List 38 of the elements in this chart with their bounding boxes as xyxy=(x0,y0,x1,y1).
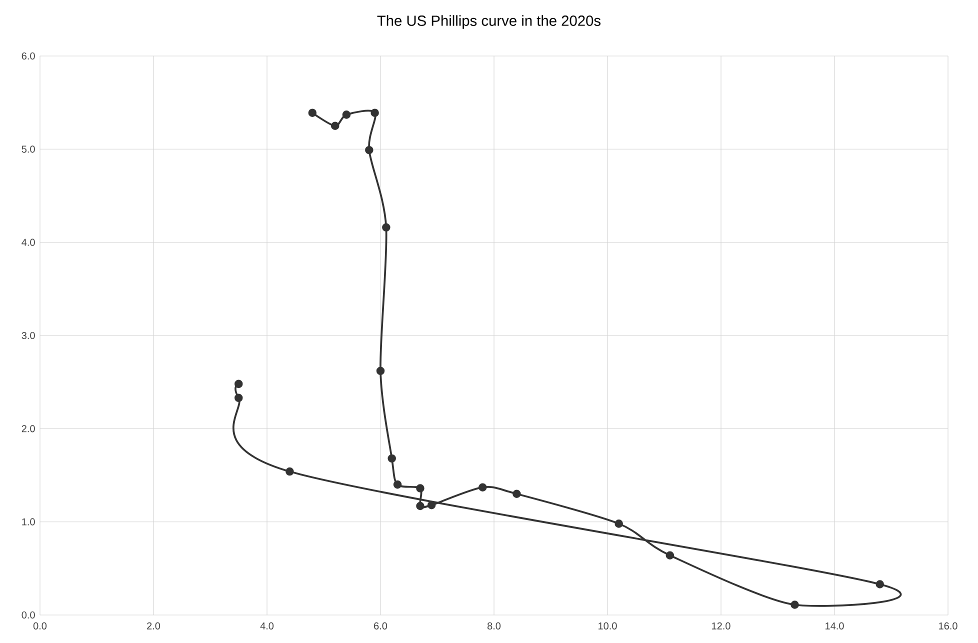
y-tick-label: 1.0 xyxy=(22,518,35,526)
point xyxy=(790,600,799,609)
point xyxy=(365,146,374,154)
point xyxy=(614,520,623,528)
point xyxy=(370,108,379,117)
y-tick-label: 6.0 xyxy=(22,52,35,60)
x-tick-label: 14.0 xyxy=(826,622,844,630)
point xyxy=(512,490,521,498)
x-tick-label: 12.0 xyxy=(712,622,730,630)
point xyxy=(478,483,487,492)
x-tick-label: 10.0 xyxy=(598,622,617,630)
y-tick-label: 2.0 xyxy=(22,425,35,432)
point xyxy=(427,500,436,510)
point xyxy=(330,122,340,130)
point xyxy=(342,110,351,119)
point xyxy=(416,484,424,492)
point xyxy=(416,502,424,510)
chart-title: The US Phillips curve in the 2020s xyxy=(377,15,601,29)
point xyxy=(666,551,674,560)
point xyxy=(376,366,385,376)
y-tick-label: 5.0 xyxy=(22,146,35,153)
point xyxy=(876,580,884,588)
x-tick-label: 8.0 xyxy=(487,622,501,630)
point xyxy=(382,223,390,232)
point xyxy=(388,454,396,463)
point xyxy=(393,480,402,489)
y-tick-label: 3.0 xyxy=(22,332,35,340)
point xyxy=(234,380,243,388)
y-tick-label: 4.0 xyxy=(22,238,35,246)
x-tick-label: 16.0 xyxy=(939,622,958,630)
x-tick-label: 4.0 xyxy=(260,622,274,630)
point xyxy=(286,467,294,476)
x-tick-label: 6.0 xyxy=(374,622,388,630)
x-tick-label: 2.0 xyxy=(147,622,160,630)
point xyxy=(308,108,317,117)
point xyxy=(234,394,243,402)
y-tick-label: 0.0 xyxy=(22,611,35,619)
x-tick-label: 0.0 xyxy=(33,622,47,630)
